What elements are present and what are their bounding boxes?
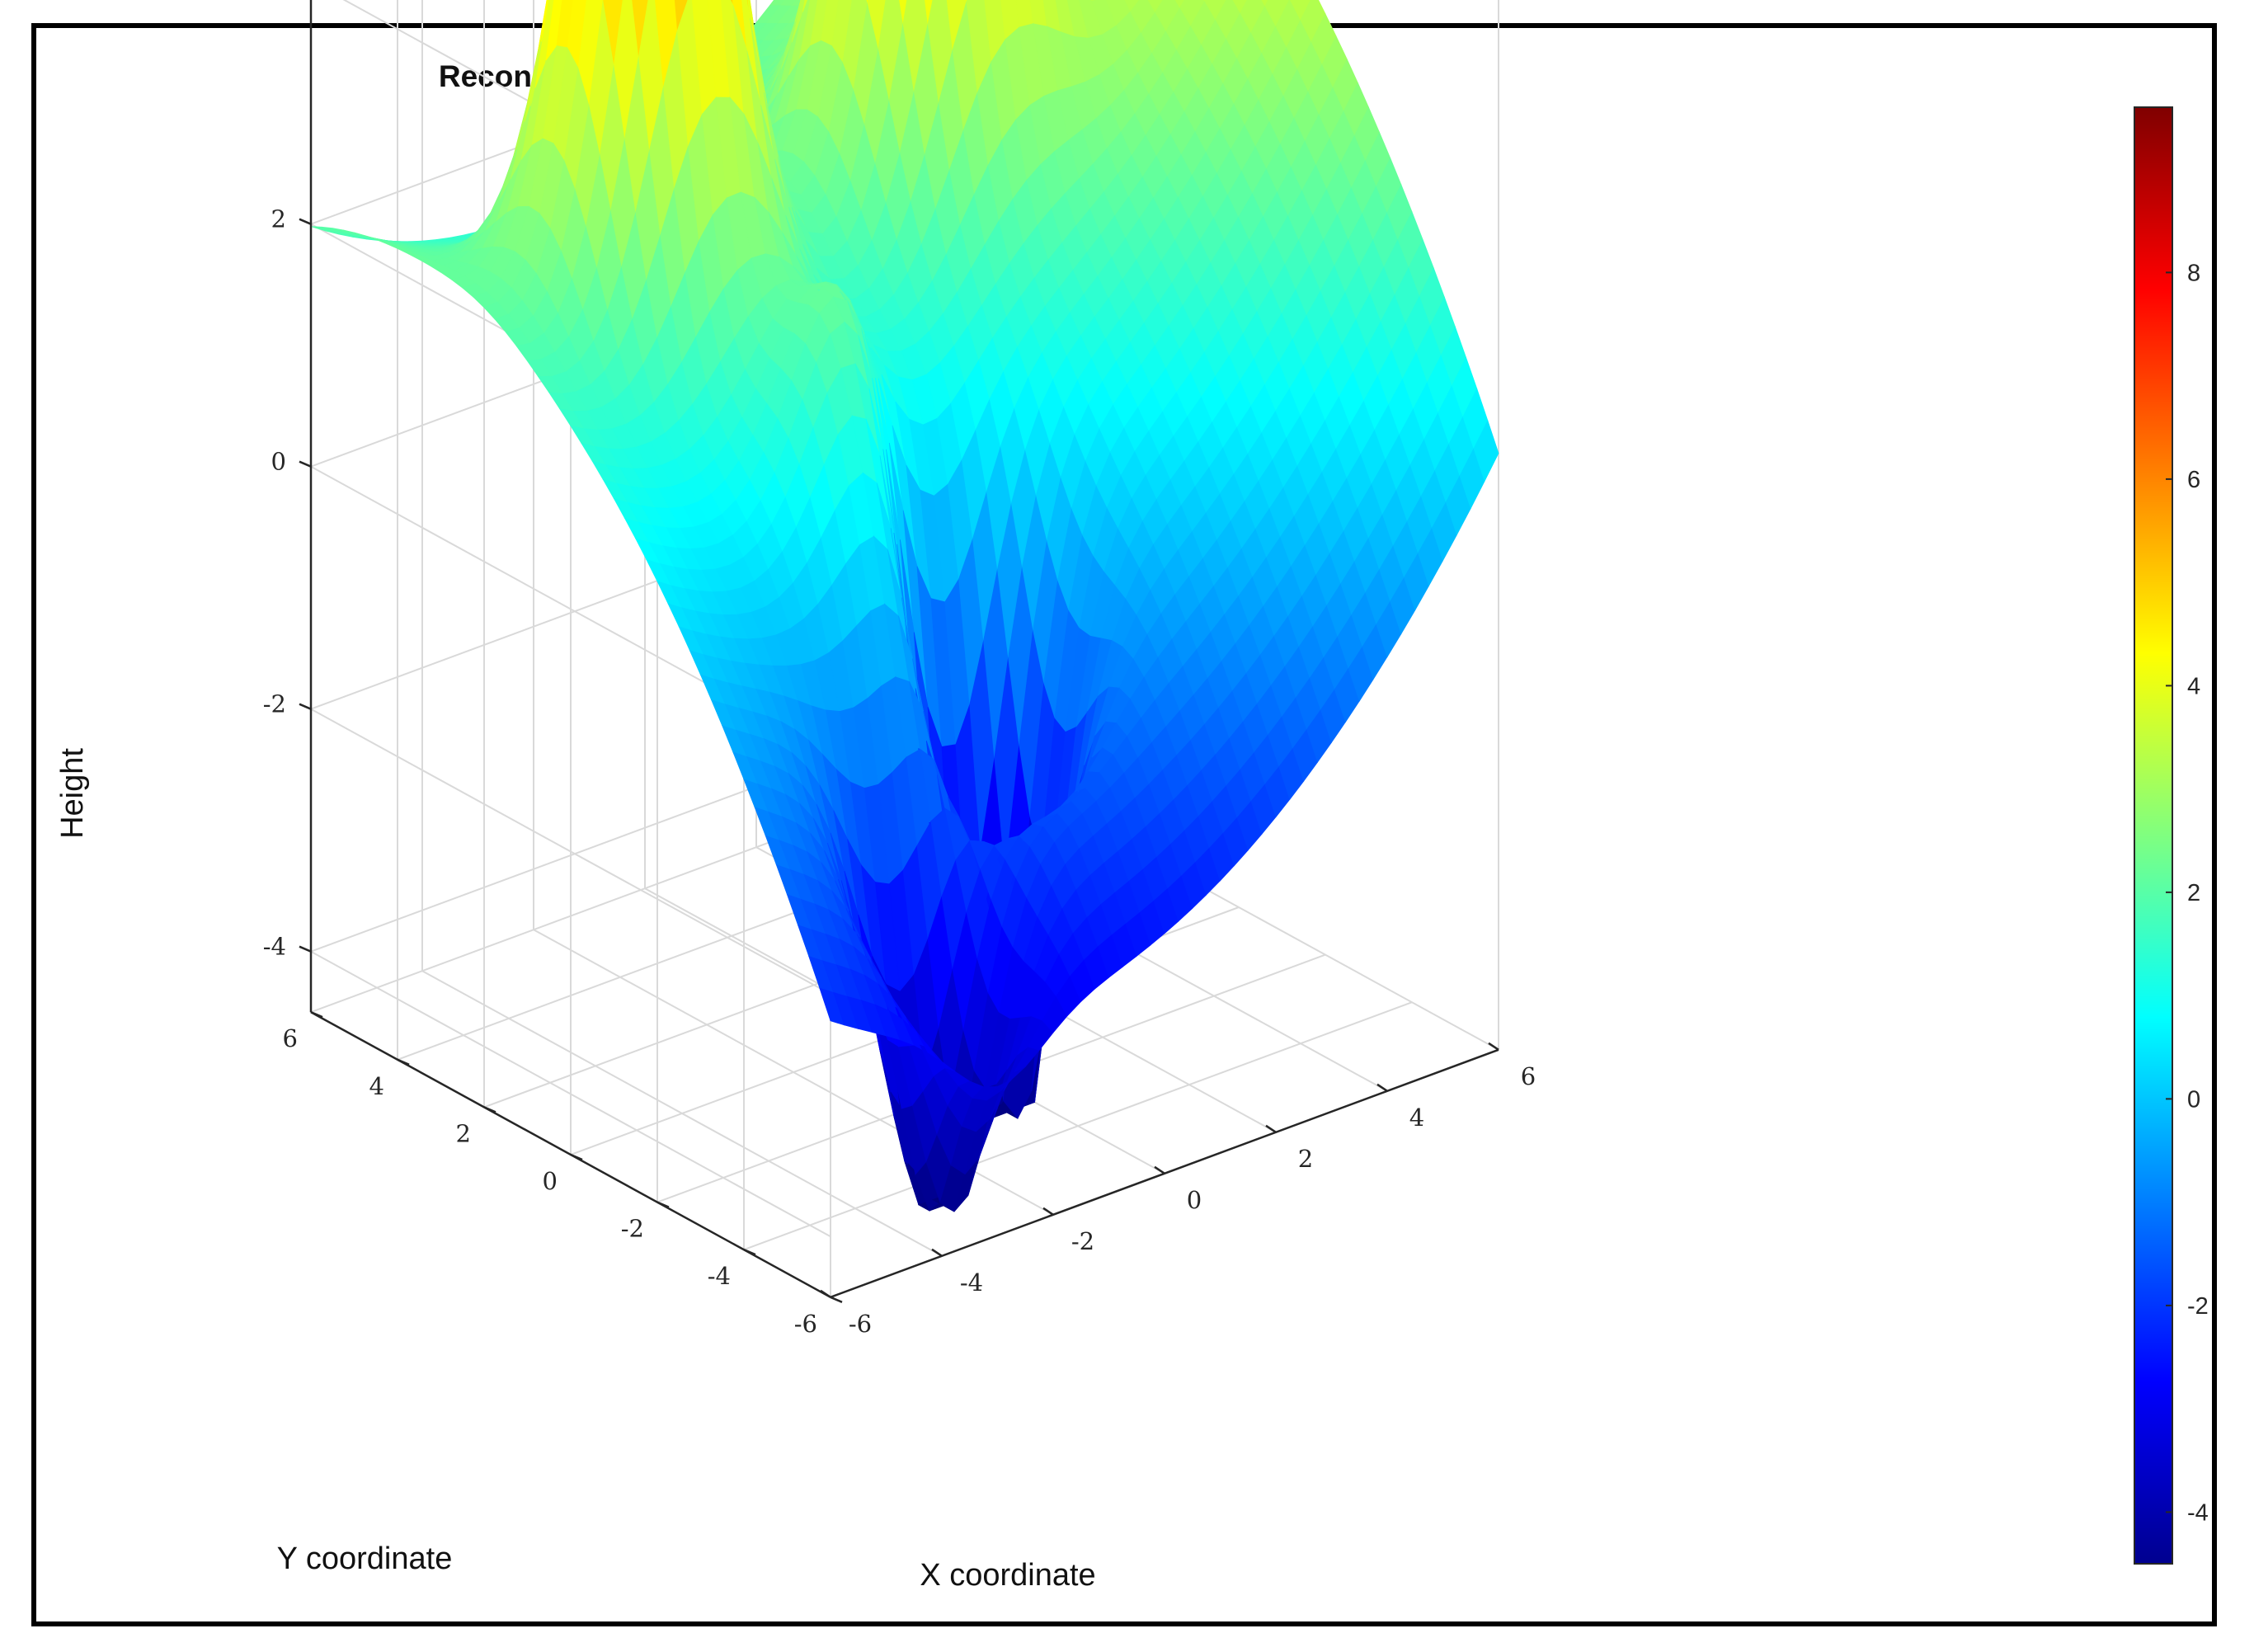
y-tick-mark xyxy=(830,1296,843,1303)
z-tick-mark xyxy=(299,703,312,710)
y-tick-mark xyxy=(656,1201,670,1208)
surface-patch xyxy=(867,0,887,49)
surface-patch xyxy=(534,0,555,88)
y-tick-label: 0 xyxy=(543,1167,558,1195)
z-axis-label: Height xyxy=(55,748,90,839)
y-tick-label: 6 xyxy=(283,1024,298,1052)
surface-patch xyxy=(802,0,808,12)
surface-patch xyxy=(567,0,587,68)
colorbar-gradient xyxy=(2134,106,2173,1565)
x-tick-mark xyxy=(1488,1042,1499,1051)
surface-patch xyxy=(810,0,828,46)
surface-patch xyxy=(798,0,818,59)
grid-line xyxy=(310,950,831,1238)
surface-patch xyxy=(538,0,549,50)
colorbar-tick-label: 8 xyxy=(2187,260,2200,286)
z-tick-label: 0 xyxy=(271,448,286,476)
x-tick-label: 0 xyxy=(1187,1186,1202,1214)
z-tick-mark xyxy=(299,218,312,225)
y-tick-label: 4 xyxy=(369,1072,384,1100)
surface-patch xyxy=(1232,0,1248,14)
x-tick-mark xyxy=(1042,1207,1054,1216)
y-tick-mark xyxy=(570,1153,583,1161)
surface-patch xyxy=(1261,0,1269,7)
surface-patch xyxy=(925,0,934,24)
x-tick-label: 6 xyxy=(1521,1062,1536,1090)
y-axis-label: Y coordinate xyxy=(277,1541,453,1576)
colorbar-tick-label: 4 xyxy=(2187,673,2200,699)
surface-patch xyxy=(780,0,797,6)
z-tick-mark xyxy=(299,945,312,953)
x-tick-mark xyxy=(1265,1124,1277,1133)
grid-line xyxy=(310,708,831,995)
surface-patch xyxy=(821,0,840,46)
x-tick-mark xyxy=(1154,1165,1165,1174)
y-tick-label: -6 xyxy=(794,1310,817,1338)
y-tick-mark xyxy=(310,1011,323,1019)
colorbar-tick-label: -2 xyxy=(2187,1293,2209,1320)
z-tick-label: 2 xyxy=(271,205,286,233)
grid-line xyxy=(743,1001,1413,1251)
surface-patch xyxy=(1174,0,1185,9)
surface-patch xyxy=(769,0,786,6)
surface-patch xyxy=(545,0,563,61)
y-tick-mark xyxy=(743,1249,756,1256)
x-tick-label: 4 xyxy=(1409,1104,1424,1132)
x-tick-label: 2 xyxy=(1298,1145,1313,1173)
colorbar-tick-label: -4 xyxy=(2187,1499,2209,1526)
surface-patch xyxy=(1147,0,1164,13)
x-tick-mark xyxy=(820,1289,831,1298)
z-tick-label: -2 xyxy=(263,690,286,718)
y-tick-label: 2 xyxy=(456,1119,471,1147)
y-tick-label: -2 xyxy=(621,1215,644,1243)
z-tick-label: -4 xyxy=(263,933,286,961)
surface-patch xyxy=(1473,420,1499,482)
x-tick-label: -2 xyxy=(1071,1227,1094,1255)
colorbar-tick-label: 0 xyxy=(2187,1086,2200,1113)
colorbar: -4 -2 0 2 4 6 8 xyxy=(2134,106,2209,1565)
surface-patch xyxy=(1124,0,1141,12)
colorbar-tick-label: 6 xyxy=(2187,467,2200,493)
surface-patch xyxy=(603,0,623,65)
y-tick-mark xyxy=(397,1058,410,1066)
surface-patch xyxy=(791,0,806,43)
relief-surface xyxy=(310,0,1499,1212)
surface-patch xyxy=(899,0,908,24)
y-tick-mark xyxy=(483,1106,496,1113)
surface-patch xyxy=(556,0,574,48)
z-tick-mark xyxy=(299,460,312,468)
x-tick-label: -4 xyxy=(960,1268,983,1297)
x-tick-label: -6 xyxy=(849,1310,872,1338)
y-tick-label: -4 xyxy=(708,1262,731,1290)
surface-patch xyxy=(794,0,802,22)
surface-patch xyxy=(831,0,853,64)
x-tick-mark xyxy=(1376,1083,1388,1092)
x-tick-mark xyxy=(931,1248,943,1257)
x-axis-label: X coordinate xyxy=(920,1558,1095,1593)
colorbar-tick-label: 2 xyxy=(2187,880,2200,906)
